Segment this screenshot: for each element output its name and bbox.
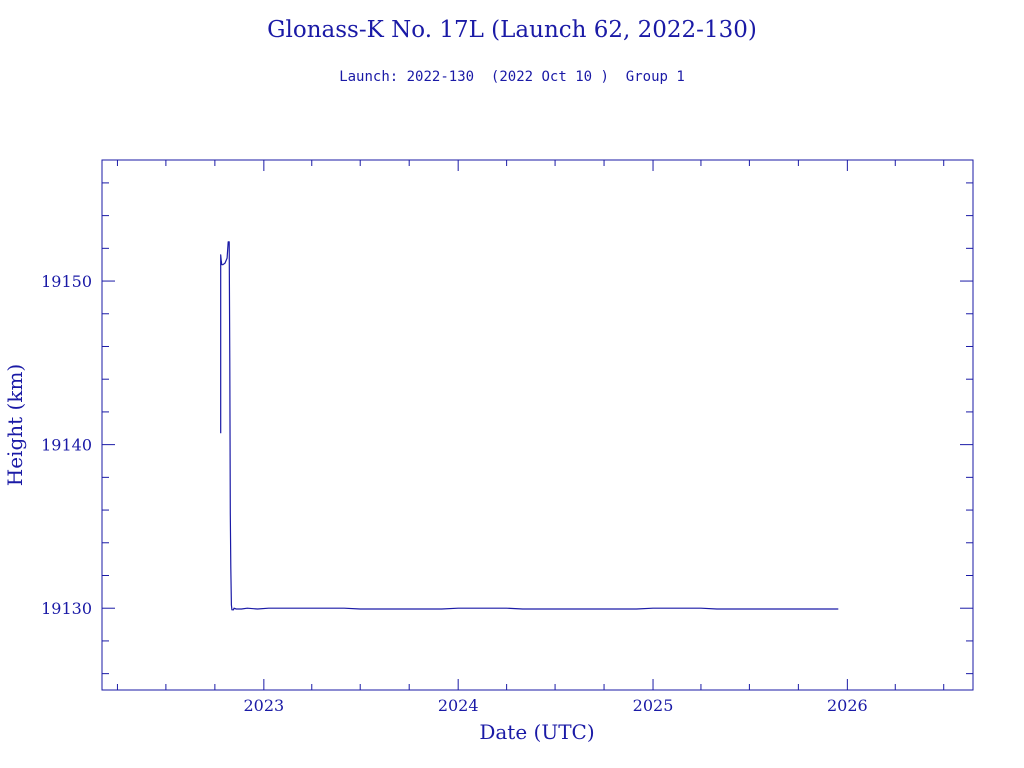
- x-axis-label: Date (UTC): [479, 720, 594, 744]
- y-tick-label: 19140: [41, 436, 92, 455]
- tick-labels: 2023 2024 2025 2026 19130 19140 19150: [41, 272, 868, 715]
- chart-subtitle: Launch: 2022-130 (2022 Oct 10 ) Group 1: [339, 69, 685, 85]
- chart-title: Glonass-K No. 17L (Launch 62, 2022-130): [267, 17, 757, 43]
- axis-ticks: [102, 160, 973, 690]
- y-tick-label: 19130: [41, 599, 92, 618]
- series-group: [220, 241, 839, 611]
- x-tick-label: 2024: [438, 696, 479, 715]
- x-tick-label: 2025: [633, 696, 674, 715]
- y-axis-label: Height (km): [3, 364, 27, 486]
- x-tick-label: 2026: [827, 696, 868, 715]
- x-tick-label: 2023: [243, 696, 284, 715]
- plot-frame: [101, 159, 974, 691]
- series-line-height: [220, 241, 839, 611]
- y-tick-label: 19150: [41, 272, 92, 291]
